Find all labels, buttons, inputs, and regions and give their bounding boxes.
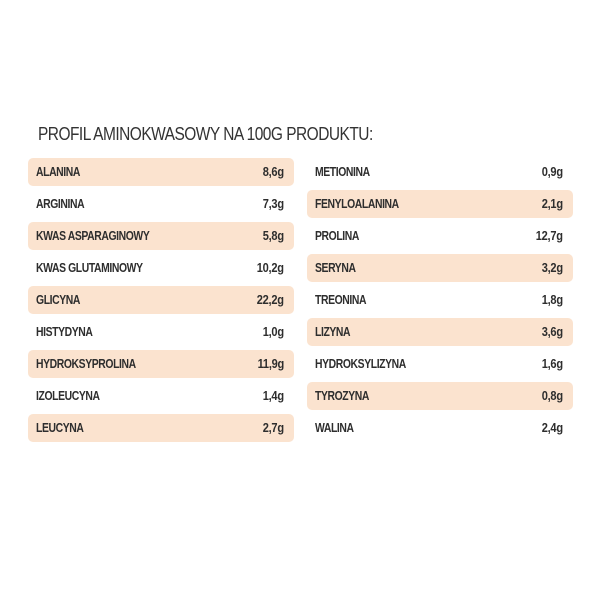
amino-acid-name: ARGININA [36, 196, 85, 211]
amino-acid-value: 1,0g [262, 324, 284, 339]
table-row: HYDROKSYPROLINA 11,9g [28, 348, 294, 380]
amino-acid-name: KWAS ASPARAGINOWY [36, 228, 150, 243]
table-row: PROLINA 12,7g [307, 220, 573, 252]
amino-acid-name: LIZYNA [315, 324, 351, 339]
amino-column-left: ALANINA 8,6g ARGININA 7,3g KWAS ASPARAGINO… [28, 156, 294, 444]
amino-acid-name: KWAS GLUTAMINOWY [36, 260, 143, 275]
amino-acid-value: 1,8g [541, 292, 563, 307]
table-row: SERYNA 3,2g [307, 252, 573, 284]
table-row: LIZYNA 3,6g [307, 316, 573, 348]
table-row: IZOLEUCYNA 1,4g [28, 380, 294, 412]
table-row: WALINA 2,4g [307, 412, 573, 444]
amino-acid-name: HYDROKSYPROLINA [36, 356, 136, 371]
amino-acid-value: 12,7g [536, 228, 563, 243]
table-row: HISTYDYNA 1,0g [28, 316, 294, 348]
table-row: KWAS GLUTAMINOWY 10,2g [28, 252, 294, 284]
table-row: FENYLOALANINA 2,1g [307, 188, 573, 220]
amino-acid-value: 3,6g [541, 324, 563, 339]
amino-acid-name: FENYLOALANINA [315, 196, 399, 211]
amino-acid-name: LEUCYNA [36, 420, 84, 435]
table-row: ARGININA 7,3g [28, 188, 294, 220]
amino-acid-value: 10,2g [257, 260, 284, 275]
amino-acid-value: 0,8g [541, 388, 563, 403]
amino-acid-value: 11,9g [257, 356, 285, 371]
table-row: ALANINA 8,6g [28, 156, 294, 188]
amino-acid-name: HYDROKSYLIZYNA [315, 356, 406, 371]
amino-acid-value: 22,2g [257, 292, 284, 307]
amino-acid-name: TREONINA [315, 292, 367, 307]
amino-column-right: METIONINA 0,9g FENYLOALANINA 2,1g PROLINA 1… [307, 156, 573, 444]
table-title: PROFIL AMINOKWASOWY NA 100G PRODUKTU: [38, 124, 373, 144]
table-row: LEUCYNA 2,7g [28, 412, 294, 444]
amino-acid-name: TYROZYNA [315, 388, 369, 403]
amino-acid-value: 2,1g [541, 196, 563, 211]
table-row: TREONINA 1,8g [307, 284, 573, 316]
amino-acid-name: HISTYDYNA [36, 324, 93, 339]
table-row: HYDROKSYLIZYNA 1,6g [307, 348, 573, 380]
amino-acid-name: METIONINA [315, 164, 370, 179]
table-row: METIONINA 0,9g [307, 156, 573, 188]
amino-acid-value: 1,4g [262, 388, 284, 403]
amino-acid-name: WALINA [315, 420, 354, 435]
amino-acid-value: 3,2g [541, 260, 563, 275]
amino-acid-name: ALANINA [36, 164, 80, 179]
amino-acid-value: 2,7g [262, 420, 284, 435]
table-row: KWAS ASPARAGINOWY 5,8g [28, 220, 294, 252]
amino-acid-value: 2,4g [541, 420, 563, 435]
amino-acid-name: IZOLEUCYNA [36, 388, 100, 403]
amino-acid-name: PROLINA [315, 228, 359, 243]
amino-acid-name: GLICYNA [36, 292, 80, 307]
amino-acid-value: 1,6g [541, 356, 563, 371]
table-row: GLICYNA 22,2g [28, 284, 294, 316]
amino-acid-value: 5,8g [262, 228, 284, 243]
amino-acid-value: 7,3g [262, 196, 284, 211]
amino-acid-name: SERYNA [315, 260, 356, 275]
table-row: TYROZYNA 0,8g [307, 380, 573, 412]
amino-acid-value: 8,6g [262, 164, 284, 179]
amino-acid-value: 0,9g [541, 164, 563, 179]
